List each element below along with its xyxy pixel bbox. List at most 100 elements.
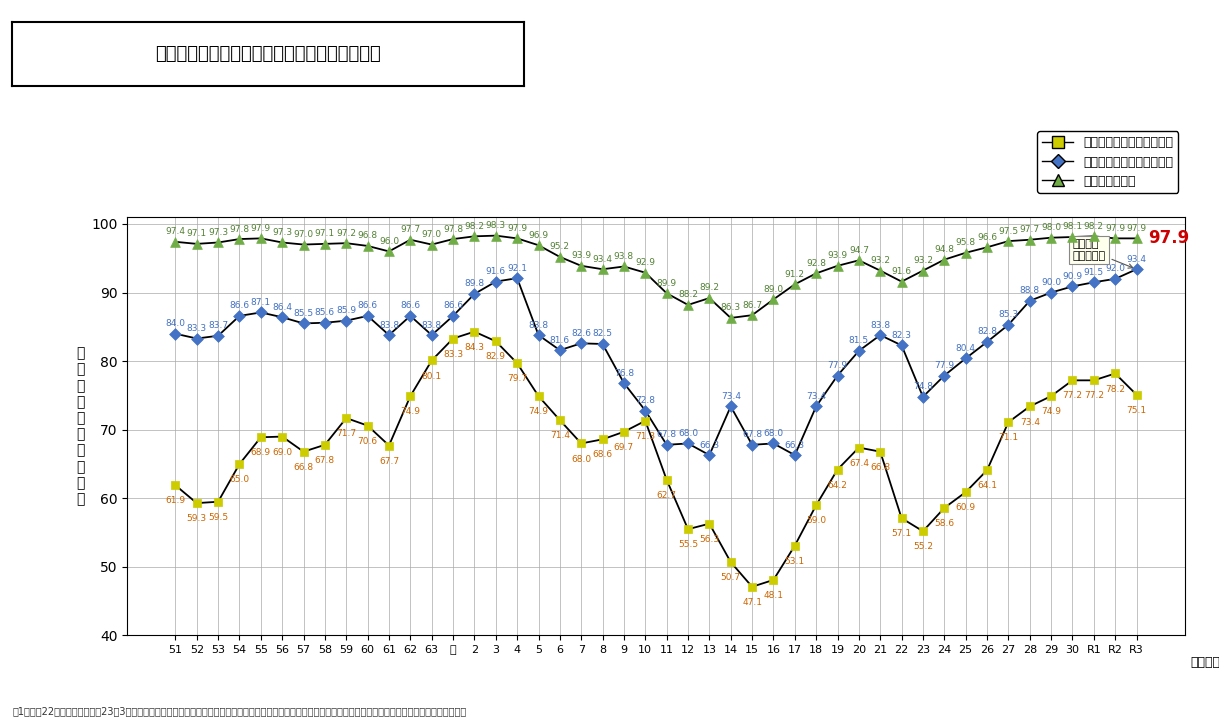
Text: 72.8: 72.8	[635, 396, 656, 405]
Point	[828, 370, 847, 382]
Point	[251, 307, 271, 318]
Text: 85.6: 85.6	[315, 308, 335, 318]
Point	[444, 310, 463, 322]
Point	[358, 420, 378, 431]
Point	[550, 344, 569, 356]
Text: 55.2: 55.2	[913, 542, 933, 552]
Text: 90.9: 90.9	[1063, 272, 1082, 281]
Point	[529, 240, 549, 251]
Point	[529, 329, 549, 341]
Point	[635, 405, 655, 416]
Text: 77.9: 77.9	[828, 361, 847, 370]
Point	[998, 416, 1018, 428]
Text: 50.7: 50.7	[720, 573, 741, 582]
Point	[1063, 231, 1082, 243]
Text: 88.2: 88.2	[678, 290, 698, 300]
Point	[763, 438, 783, 449]
Text: 85.9: 85.9	[336, 306, 356, 315]
Point	[529, 390, 549, 402]
Text: 86.6: 86.6	[229, 302, 250, 310]
Point	[978, 336, 997, 348]
Text: 66.8: 66.8	[294, 463, 313, 472]
Text: 91.6: 91.6	[485, 267, 506, 276]
Point	[1041, 287, 1061, 298]
Text: 56.3: 56.3	[700, 535, 719, 544]
Point	[379, 329, 399, 341]
Point	[1063, 281, 1082, 292]
Text: 84.0: 84.0	[166, 319, 185, 328]
Point	[379, 440, 399, 451]
Text: 84.3: 84.3	[464, 343, 484, 352]
Point	[807, 400, 826, 412]
Text: 67.8: 67.8	[657, 431, 677, 439]
Text: 67.7: 67.7	[379, 456, 399, 466]
Text: 68.0: 68.0	[572, 454, 591, 464]
Text: 76.8: 76.8	[614, 369, 634, 377]
Point	[892, 513, 912, 524]
Text: 59.0: 59.0	[806, 516, 826, 526]
Point	[614, 377, 634, 389]
Text: 97.9: 97.9	[251, 224, 271, 233]
Text: 92.1: 92.1	[507, 264, 527, 273]
Point	[444, 233, 463, 245]
Text: 82.9: 82.9	[486, 352, 506, 361]
Text: 68.0: 68.0	[678, 429, 698, 438]
Text: 68.0: 68.0	[763, 429, 784, 438]
Point	[166, 328, 185, 339]
Text: 81.6: 81.6	[550, 336, 570, 345]
Point	[572, 438, 591, 449]
Point	[785, 540, 805, 552]
Text: 97.9: 97.9	[1126, 224, 1147, 233]
Text: 66.8: 66.8	[870, 463, 890, 472]
Text: 71.1: 71.1	[998, 433, 1018, 442]
Point	[486, 230, 506, 241]
Point	[614, 426, 634, 438]
Text: 58.6: 58.6	[934, 519, 954, 528]
Point	[294, 318, 313, 329]
Point	[678, 438, 697, 449]
Text: 94.8: 94.8	[934, 245, 954, 254]
Point	[272, 312, 291, 323]
Point	[316, 439, 335, 451]
Point	[1106, 233, 1125, 244]
Point	[336, 315, 356, 326]
Point	[187, 498, 206, 509]
Text: 74.9: 74.9	[400, 408, 421, 416]
Point	[550, 251, 569, 263]
Text: 82.5: 82.5	[592, 330, 613, 338]
Point	[978, 464, 997, 476]
Point	[870, 329, 890, 341]
Text: 93.9: 93.9	[572, 251, 591, 260]
Point	[828, 260, 847, 271]
Point	[913, 265, 933, 276]
Text: 96.0: 96.0	[379, 237, 399, 246]
Point	[657, 287, 677, 299]
Text: 83.7: 83.7	[208, 321, 228, 330]
Text: 93.4: 93.4	[592, 255, 613, 264]
Point	[486, 276, 506, 287]
Point	[657, 474, 677, 485]
Text: 82.3: 82.3	[891, 330, 912, 340]
Text: 86.6: 86.6	[442, 302, 463, 310]
Point	[1020, 400, 1040, 412]
Point	[1106, 368, 1125, 379]
Point	[229, 233, 249, 245]
Text: 66.3: 66.3	[785, 441, 805, 449]
Point	[700, 449, 719, 461]
Point	[208, 330, 228, 341]
Point	[678, 523, 697, 535]
Text: 91.2: 91.2	[785, 270, 805, 279]
Point	[401, 310, 421, 322]
Text: 87.1: 87.1	[251, 298, 271, 307]
Point	[1063, 374, 1082, 386]
Point	[978, 241, 997, 253]
Text: 86.6: 86.6	[357, 302, 378, 310]
Text: 97.1: 97.1	[187, 229, 207, 238]
Point	[592, 264, 612, 275]
Point	[1020, 295, 1040, 307]
Text: 82.8: 82.8	[978, 328, 997, 336]
Text: 78.2: 78.2	[1106, 384, 1125, 394]
Point	[401, 390, 421, 402]
Text: 83.3: 83.3	[442, 350, 463, 359]
Point	[187, 238, 206, 250]
